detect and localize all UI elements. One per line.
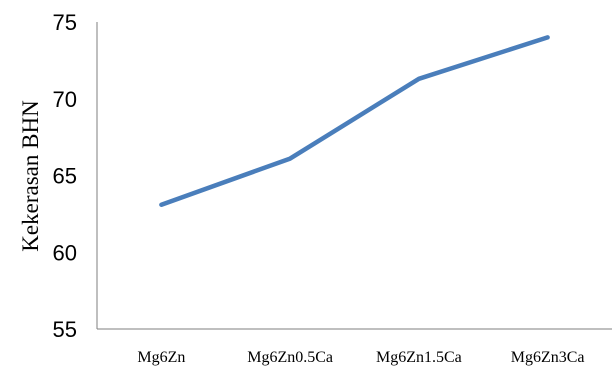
series-line: [159, 35, 550, 207]
y-tick-label: 65: [53, 164, 77, 189]
x-tick-label: Mg6Zn0.5Ca: [247, 349, 333, 366]
y-axis-label: Kekerasan BHN: [18, 100, 43, 252]
x-tick-label: Mg6Zn3Ca: [511, 349, 585, 366]
y-tick-label: 75: [53, 10, 77, 35]
series-group: [159, 35, 550, 207]
x-tick-label: Mg6Zn1.5Ca: [376, 349, 462, 366]
y-tick-label: 70: [53, 87, 77, 112]
x-tick-label: Mg6Zn: [137, 349, 185, 366]
x-tick-labels: Mg6Zn Mg6Zn0.5Ca Mg6Zn1.5Ca Mg6Zn3Ca: [137, 349, 584, 366]
y-tick-labels: 55 60 65 70 75: [53, 10, 77, 342]
y-tick-label: 55: [53, 317, 77, 342]
y-tick-label: 60: [53, 240, 77, 265]
